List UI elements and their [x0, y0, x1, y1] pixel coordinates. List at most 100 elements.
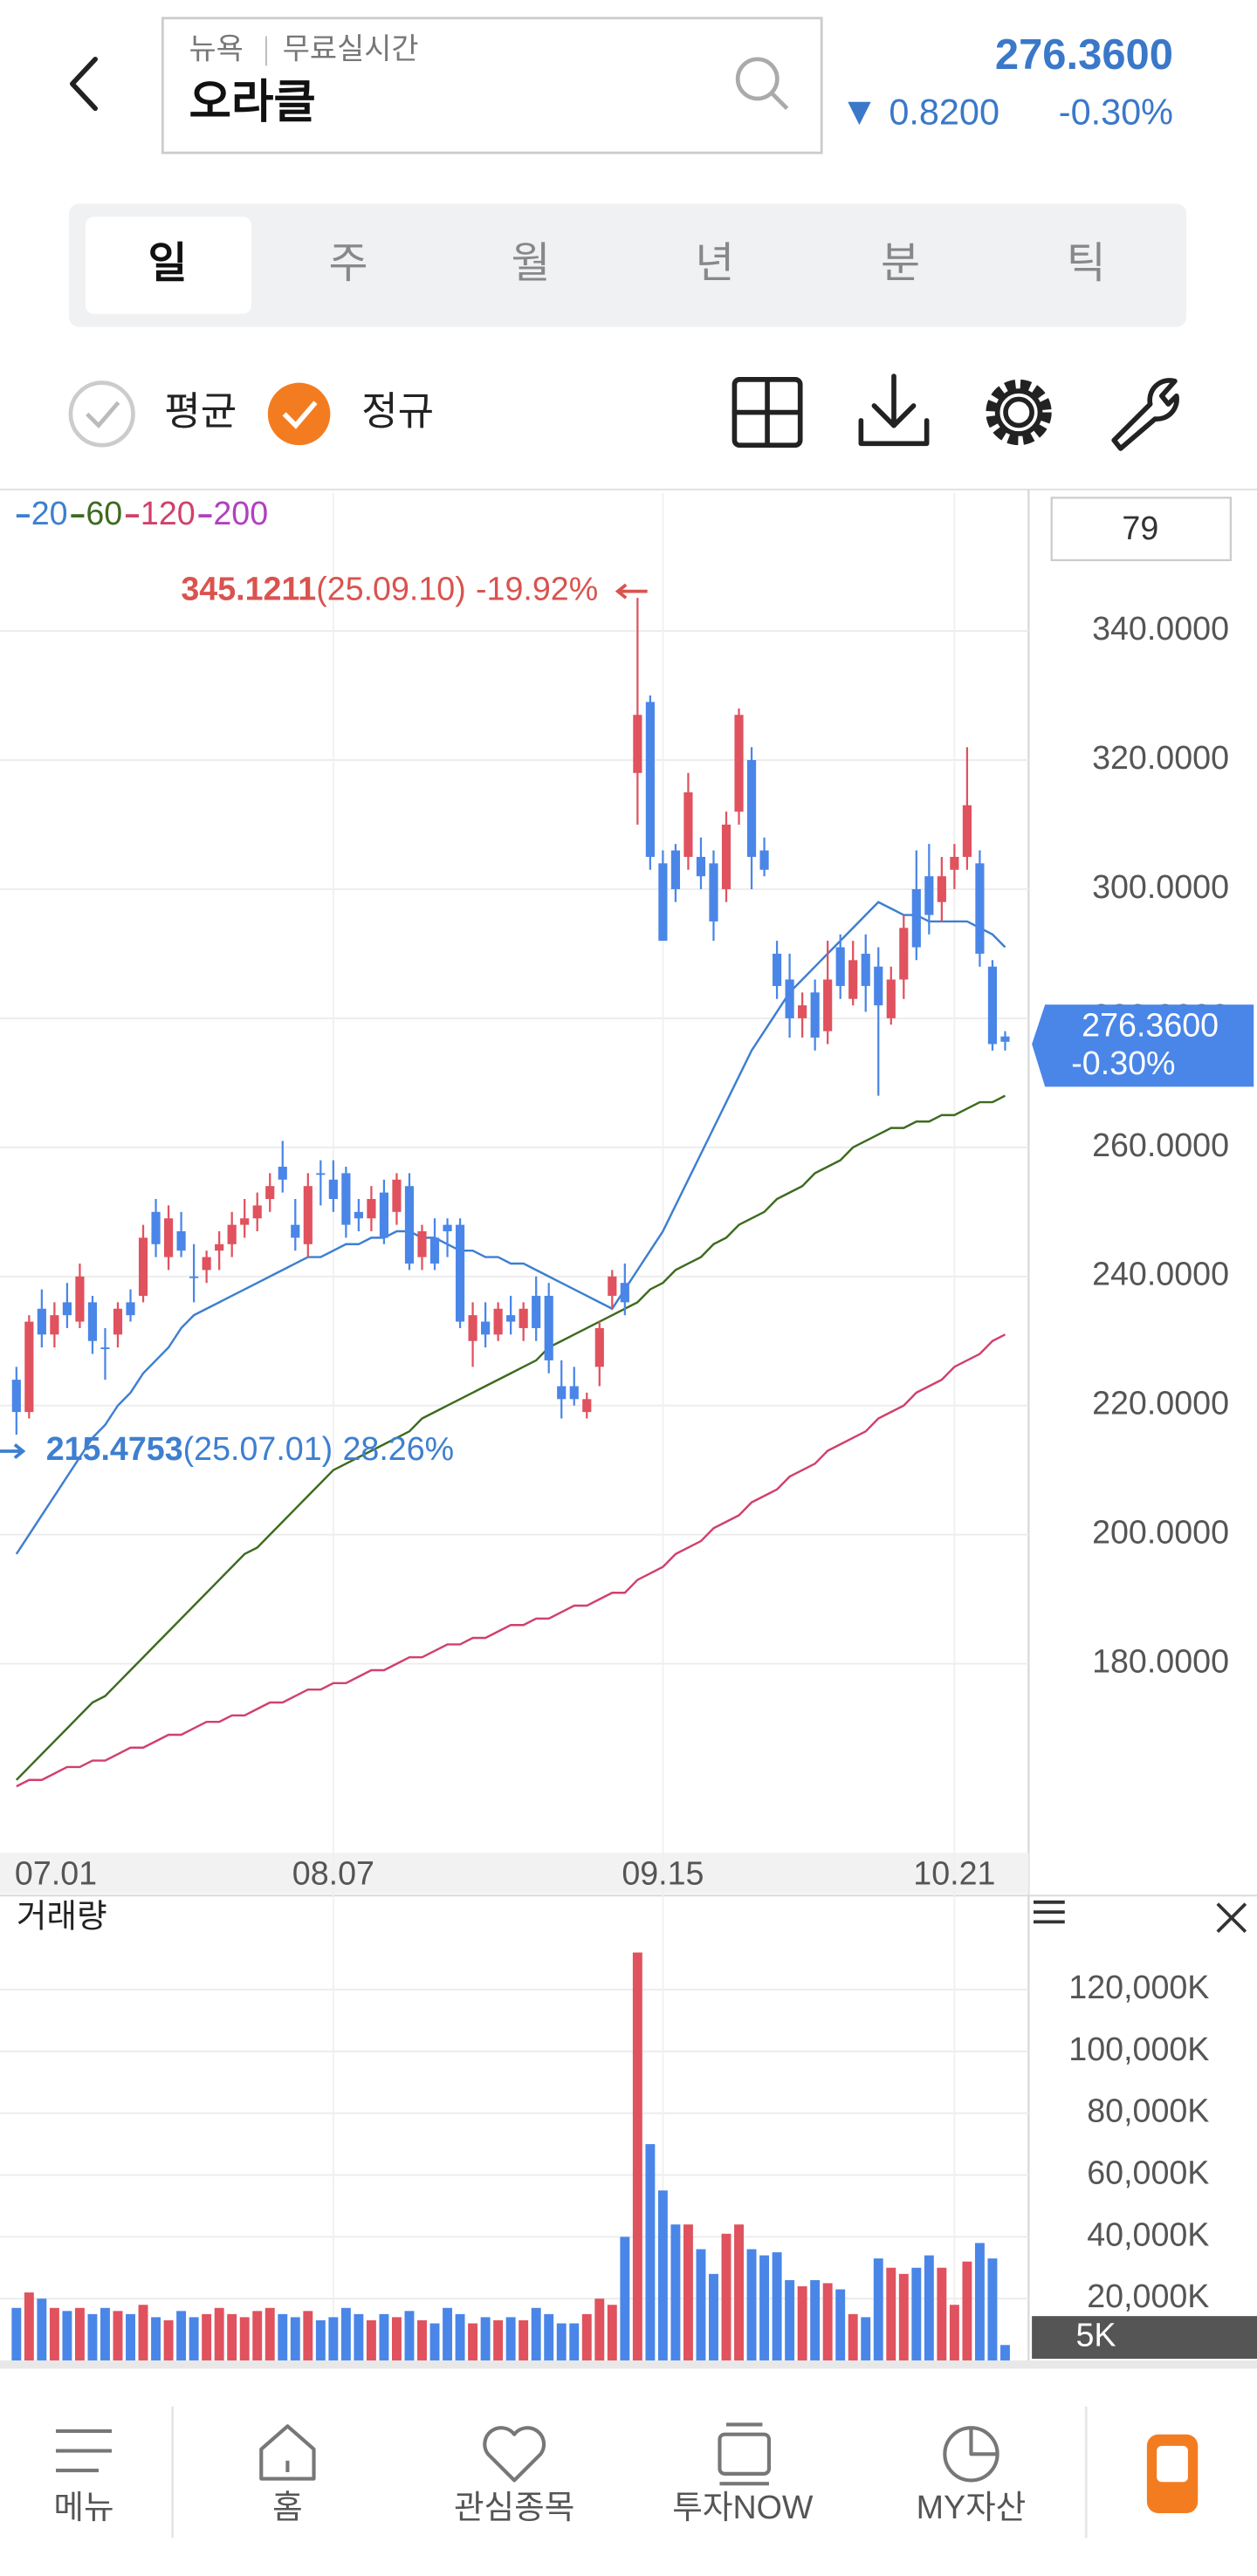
back-button[interactable]	[70, 56, 98, 112]
volume-bar	[354, 2313, 364, 2360]
realtime-label: 무료실시간	[283, 32, 419, 65]
candle-body	[138, 1237, 148, 1296]
candle-body	[670, 850, 680, 889]
tool-wrench[interactable]	[1111, 378, 1179, 451]
volume-bar	[734, 2224, 744, 2360]
candle-body	[899, 928, 909, 980]
volume-bar	[683, 2224, 693, 2360]
volume-bar	[391, 2317, 402, 2360]
volume-tag	[1032, 2316, 1257, 2360]
volume-bar	[759, 2255, 770, 2360]
search-icon[interactable]	[735, 57, 789, 110]
app-switch[interactable]	[1146, 2434, 1199, 2514]
candle-body	[557, 1386, 567, 1400]
annotation-arrow	[0, 1443, 26, 1460]
annotation: 345.1211(25.09.10) -19.92%	[181, 571, 598, 607]
volume-bar	[340, 2307, 351, 2360]
regular-toggle[interactable]	[267, 382, 331, 446]
annotation-date: (25.09.10)	[316, 571, 466, 607]
nav-label[interactable]: 홈	[272, 2489, 303, 2525]
candle-body	[392, 1179, 402, 1212]
date-strip	[0, 1853, 1029, 1894]
volume-bar	[544, 2313, 554, 2360]
candle-body	[151, 1211, 161, 1244]
candle-body	[215, 1243, 224, 1251]
candle-body	[886, 979, 896, 1018]
candle-body	[50, 1315, 59, 1335]
candle-body	[367, 1199, 376, 1219]
candle-body	[62, 1302, 72, 1316]
volume-bar	[74, 2307, 85, 2360]
volume-bar	[531, 2307, 541, 2360]
nav-home-icon[interactable]	[259, 2424, 316, 2481]
visible-count: 79	[1122, 510, 1158, 546]
count-box[interactable]	[1050, 497, 1233, 562]
nav-label[interactable]: 관심종목	[454, 2489, 574, 2525]
volume-bar	[974, 2243, 985, 2360]
x-tick-label: 10.21	[913, 1855, 995, 1892]
candle-body	[202, 1257, 211, 1271]
candle-body	[645, 702, 655, 857]
candle-body	[835, 947, 845, 986]
volume-bar	[797, 2285, 807, 2360]
nav-menu-icon[interactable]	[56, 2429, 112, 2473]
nav-now-icon[interactable]	[718, 2422, 772, 2486]
tab[interactable]: 분	[881, 240, 920, 287]
nav-label[interactable]: 투자NOW	[672, 2489, 814, 2525]
volume-bar	[709, 2273, 718, 2360]
candle-body	[759, 850, 769, 870]
market-label: 뉴욕	[189, 32, 243, 65]
candle-body	[721, 824, 732, 889]
candle-body	[709, 863, 718, 921]
nav-label[interactable]: MY자산	[917, 2489, 1027, 2525]
legend-label: 20	[31, 495, 68, 531]
volume-bar	[328, 2317, 339, 2360]
volume-bar	[429, 2323, 440, 2360]
candle-body	[126, 1302, 135, 1316]
panel-menu[interactable]	[1034, 1900, 1065, 1924]
nav-asset-icon[interactable]	[943, 2426, 999, 2483]
candle-body	[746, 759, 757, 857]
volume-bar	[911, 2267, 922, 2360]
candle-body	[24, 1321, 34, 1413]
y-tick-label: 180.0000	[1092, 1643, 1229, 1680]
avg-toggle[interactable]	[68, 380, 135, 448]
volume-bar	[176, 2311, 187, 2360]
tab[interactable]: 주	[329, 240, 368, 287]
panel-close[interactable]	[1216, 1902, 1247, 1934]
candle-body	[911, 888, 921, 948]
candle-body	[316, 1173, 326, 1175]
search-box[interactable]	[161, 17, 823, 154]
annotation-change: 28.26%	[342, 1430, 454, 1467]
change-pct: -0.30%	[1059, 92, 1173, 133]
tab[interactable]: 틱	[1067, 240, 1106, 287]
volume-bar	[746, 2249, 757, 2360]
tab[interactable]: 월	[511, 240, 550, 287]
nav-label[interactable]: 메뉴	[53, 2489, 113, 2525]
volume-bar	[949, 2305, 959, 2360]
volume-bar	[594, 2299, 605, 2360]
tab[interactable]: 일	[148, 240, 187, 287]
y-tick-label: 260.0000	[1092, 1127, 1229, 1163]
candle-body	[519, 1308, 528, 1328]
volume-bar	[848, 2313, 858, 2360]
download-tool[interactable]	[858, 373, 930, 447]
candle-body	[810, 992, 820, 1038]
volume-bar	[24, 2292, 34, 2360]
settings-tool[interactable]	[986, 379, 1052, 446]
annotation: 215.4753(25.07.01) 28.26%	[46, 1430, 454, 1467]
grid-tool[interactable]	[732, 377, 803, 448]
volume-bar	[49, 2307, 59, 2360]
volume-bar	[87, 2313, 98, 2360]
volume-bar	[569, 2323, 580, 2360]
nav-heart-icon[interactable]	[483, 2426, 546, 2483]
candle-body	[633, 715, 642, 773]
price: 276.3600	[995, 31, 1173, 79]
candle-body	[240, 1218, 250, 1225]
volume-bar	[835, 2289, 846, 2360]
tab[interactable]: 년	[695, 240, 734, 287]
volume-bar	[810, 2279, 821, 2360]
volume-bar	[278, 2313, 288, 2360]
volume-bar	[987, 2258, 998, 2360]
candle-body	[874, 966, 883, 1006]
